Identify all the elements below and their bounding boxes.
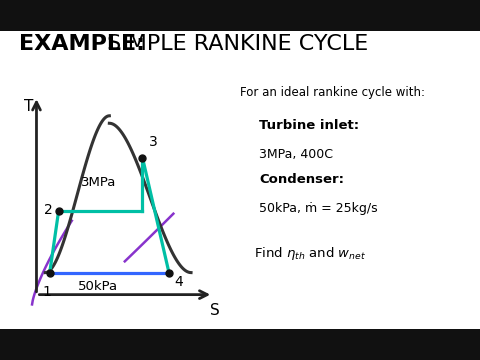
Text: T: T — [24, 99, 34, 114]
Text: EXAMPLE:: EXAMPLE: — [19, 34, 145, 54]
Text: 3MPa: 3MPa — [81, 176, 116, 189]
Text: Condenser:: Condenser: — [259, 173, 344, 186]
Text: S: S — [210, 303, 220, 318]
Text: Find $\eta_{th}$ and $w_{net}$: Find $\eta_{th}$ and $w_{net}$ — [254, 245, 367, 262]
Text: 50kPa: 50kPa — [78, 280, 119, 293]
Text: 1: 1 — [42, 285, 51, 299]
Text: 2: 2 — [44, 203, 53, 217]
Text: 3: 3 — [149, 135, 158, 149]
Text: 50kPa, ṁ = 25kg/s: 50kPa, ṁ = 25kg/s — [259, 202, 378, 215]
Text: 4: 4 — [175, 275, 183, 289]
Text: For an ideal rankine cycle with:: For an ideal rankine cycle with: — [240, 86, 425, 99]
Text: 3MPa, 400C: 3MPa, 400C — [259, 148, 333, 161]
Text: SIMPLE RANKINE CYCLE: SIMPLE RANKINE CYCLE — [100, 34, 368, 54]
Text: Turbine inlet:: Turbine inlet: — [259, 119, 360, 132]
